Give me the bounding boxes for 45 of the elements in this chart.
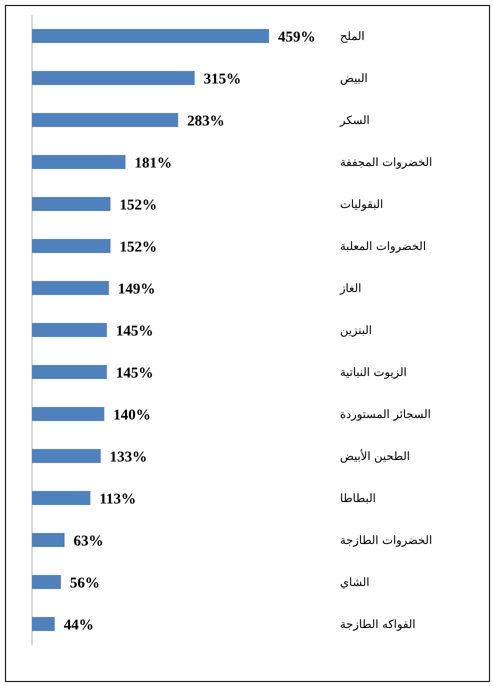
data-label: 181%	[134, 156, 172, 172]
bar	[32, 113, 178, 127]
data-label: 315%	[204, 72, 242, 88]
bar	[32, 617, 55, 631]
y-tick-label: البيض	[340, 71, 368, 85]
bar	[32, 281, 109, 295]
y-tick-label: الخضروات المعلبة	[340, 239, 426, 253]
bar	[32, 449, 101, 463]
data-label: 145%	[116, 324, 154, 340]
data-label: 133%	[110, 450, 148, 466]
bar	[32, 239, 110, 253]
bar	[32, 71, 195, 85]
data-label: 152%	[119, 198, 157, 214]
data-label: 283%	[187, 114, 225, 130]
y-tick-label: البنزين	[340, 323, 372, 337]
y-tick-label: الملح	[340, 29, 365, 43]
y-tick-label: الطحين الأبيض	[340, 449, 410, 463]
data-label: 63%	[74, 534, 104, 550]
bar	[32, 29, 269, 43]
bar	[32, 533, 65, 547]
data-label: 56%	[70, 576, 100, 592]
bar	[32, 197, 110, 211]
y-tick-label: الشاي	[340, 575, 370, 589]
data-label: 44%	[64, 618, 94, 634]
data-label: 140%	[113, 408, 151, 424]
bar	[32, 407, 104, 421]
bar	[32, 323, 107, 337]
data-label: 149%	[118, 282, 156, 298]
data-label: 145%	[116, 366, 154, 382]
y-tick-label: الغاز	[339, 281, 362, 295]
bar	[32, 155, 126, 169]
y-tick-label: السكر	[339, 113, 370, 127]
bar	[32, 365, 107, 379]
data-label: 113%	[99, 492, 136, 508]
data-label: 152%	[119, 240, 157, 256]
y-tick-label: البطاطا	[340, 491, 376, 505]
bar	[32, 575, 61, 589]
bar	[32, 491, 90, 505]
y-tick-label: الفواكه الطازجة	[340, 617, 416, 631]
y-tick-label: السجائر المستوردة	[340, 407, 431, 421]
y-tick-label: الزيوت النباتية	[340, 365, 407, 379]
data-label: 459%	[278, 30, 316, 46]
y-tick-label: الخضروات الطازجة	[340, 533, 432, 547]
y-tick-label: الخضروات المجففة	[340, 155, 432, 169]
y-tick-label: البقوليات	[340, 197, 384, 211]
